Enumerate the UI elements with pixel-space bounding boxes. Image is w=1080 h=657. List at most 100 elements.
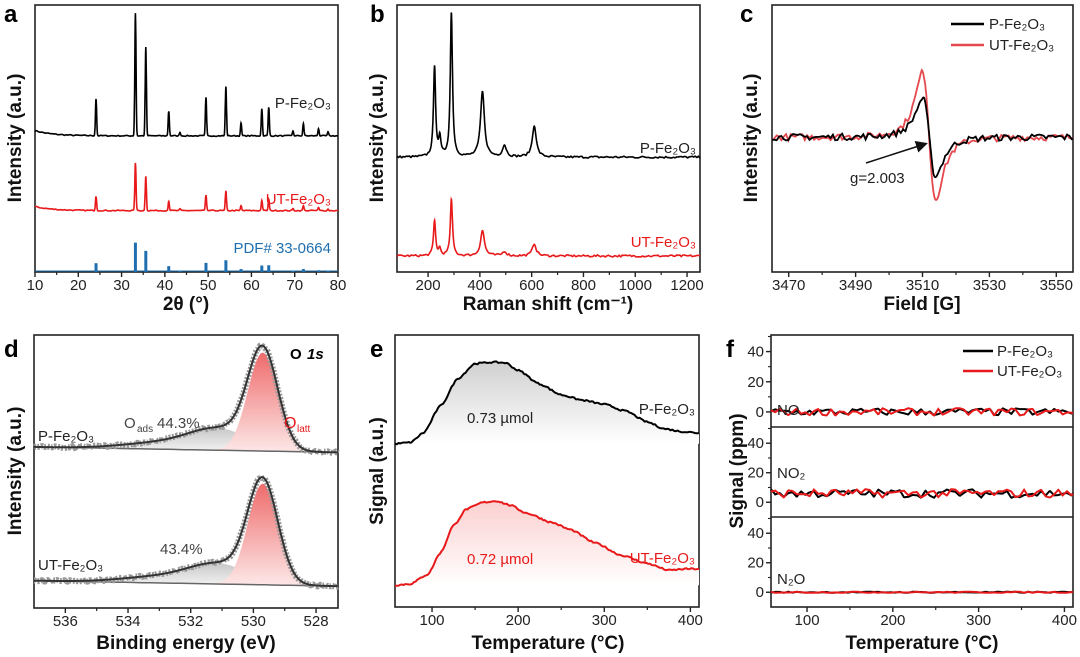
o-latt-fill bbox=[206, 483, 338, 587]
gas-line-p bbox=[770, 407, 1074, 417]
plot-frame-d bbox=[33, 334, 339, 609]
tpd-line-ut bbox=[395, 500, 700, 587]
xps-fit-envelope-ut bbox=[34, 476, 339, 588]
x-tick-label-b: 800 bbox=[571, 277, 596, 294]
region-label-orbital: 1s bbox=[307, 346, 324, 363]
gas-line-ut bbox=[770, 590, 1074, 594]
xrd-line-ut bbox=[35, 162, 338, 212]
x-tick-label-d: 532 bbox=[178, 613, 203, 630]
series-label-p-a: P-Fe₂O₃ bbox=[275, 95, 331, 112]
x-tick-label-c: 3550 bbox=[1040, 277, 1073, 294]
panel-label-e: e bbox=[370, 336, 383, 363]
o-ads-subscript: ads bbox=[137, 424, 153, 435]
series-label-ut-b: UT-Fe₂O₃ bbox=[631, 234, 696, 251]
amount-label-ut: 0.72 µmol bbox=[467, 551, 533, 568]
o-latt-symbol: O bbox=[284, 415, 296, 432]
xlabel-c: Field [G] bbox=[883, 294, 960, 315]
x-tick-label-e: 400 bbox=[678, 612, 703, 629]
series-label-pdf-a: PDF# 33-0664 bbox=[233, 240, 331, 257]
x-tick-label-a: 40 bbox=[157, 277, 174, 294]
panel-label-f: f bbox=[726, 336, 735, 363]
ylabel-d: Intensity (a.u.) bbox=[5, 407, 26, 536]
annotation-g-value: g=2.003 bbox=[850, 170, 905, 187]
raman-line-ut bbox=[396, 196, 701, 258]
x-tick-label-c: 3470 bbox=[772, 277, 805, 294]
x-tick-label-d: 530 bbox=[241, 613, 266, 630]
xlabel-b: Raman shift (cm⁻¹) bbox=[463, 294, 634, 315]
annotation-arrow bbox=[865, 141, 928, 164]
ylabel-a: Intensity (a.u.) bbox=[5, 74, 26, 203]
x-tick-label-e: 300 bbox=[592, 612, 617, 629]
x-tick-label-b: 600 bbox=[519, 277, 544, 294]
y-tick-label-f: 0 bbox=[756, 404, 764, 421]
epr-line-p bbox=[772, 96, 1074, 179]
x-tick-label-b: 200 bbox=[416, 277, 441, 294]
legend-label-ut-c: UT-Fe₂O₃ bbox=[989, 37, 1054, 54]
y-tick-label-f: 40 bbox=[747, 435, 764, 452]
panel-label-b: b bbox=[370, 1, 385, 28]
legend-label-p-c: P-Fe₂O₃ bbox=[989, 16, 1045, 33]
xlabel-d: Binding energy (eV) bbox=[96, 633, 275, 654]
series-label-p-b: P-Fe₂O₃ bbox=[640, 140, 696, 157]
x-tick-label-a: 70 bbox=[286, 277, 303, 294]
legend-label-p-f: P-Fe₂O₃ bbox=[997, 343, 1053, 360]
ylabel-e: Signal (a.u.) bbox=[367, 417, 388, 525]
raman-line-p bbox=[396, 12, 701, 160]
gas-label-no2: NO₂ bbox=[777, 465, 806, 482]
panel-label-d: d bbox=[4, 336, 19, 363]
y-tick-label-f: 20 bbox=[747, 555, 764, 572]
tpd-fill-ut bbox=[395, 501, 699, 586]
xlabel-a: 2θ (°) bbox=[163, 294, 209, 315]
series-label-p-e: P-Fe₂O₃ bbox=[639, 401, 695, 418]
panel-label-c: c bbox=[740, 1, 753, 28]
plot-frame-a bbox=[34, 4, 339, 273]
x-tick-label-e: 200 bbox=[506, 612, 531, 629]
legend-label-ut-f: UT-Fe₂O₃ bbox=[997, 363, 1062, 380]
y-tick-label-f: 40 bbox=[747, 344, 764, 361]
ylabel-b: Intensity (a.u.) bbox=[367, 74, 388, 203]
o-latt-subscript: latt bbox=[297, 424, 311, 435]
y-tick-label-f: 20 bbox=[747, 465, 764, 482]
series-label-ut-e: UT-Fe₂O₃ bbox=[630, 550, 695, 567]
series-label-ut-d: UT-Fe₂O₃ bbox=[38, 557, 103, 574]
gas-line-ut bbox=[770, 407, 1074, 417]
ylabel-c: Intensity (a.u.) bbox=[741, 74, 762, 203]
x-tick-label-a: 50 bbox=[200, 277, 217, 294]
plot-frame-b bbox=[396, 4, 701, 273]
x-tick-label-f: 400 bbox=[1052, 612, 1077, 629]
x-tick-label-a: 20 bbox=[70, 277, 87, 294]
tpd-fill-p bbox=[395, 361, 699, 445]
o-ads-percent-p: 44.3% bbox=[157, 415, 200, 432]
x-tick-label-f: 100 bbox=[795, 612, 820, 629]
gas-label-no: NO bbox=[777, 402, 800, 419]
o-ads-symbol: O bbox=[124, 415, 136, 432]
x-tick-label-a: 80 bbox=[330, 277, 347, 294]
series-label-p-d: P-Fe₂O₃ bbox=[38, 428, 94, 445]
x-tick-label-f: 200 bbox=[880, 612, 905, 629]
epr-line-ut bbox=[771, 68, 1074, 201]
region-label-element: O bbox=[290, 346, 302, 363]
o-latt-fill bbox=[206, 352, 338, 453]
panel-label-a: a bbox=[4, 1, 18, 28]
x-tick-label-a: 60 bbox=[243, 277, 260, 294]
x-tick-label-a: 30 bbox=[113, 277, 130, 294]
plot-frame-f bbox=[770, 334, 1074, 608]
xrd-line-p bbox=[34, 13, 338, 138]
x-tick-label-b: 400 bbox=[467, 277, 492, 294]
x-tick-label-c: 3510 bbox=[906, 277, 939, 294]
o-ads-percent-ut: 43.4% bbox=[160, 541, 203, 558]
xlabel-e: Temperature (°C) bbox=[472, 633, 625, 654]
tpd-line-p bbox=[394, 360, 700, 446]
gas-line-ut bbox=[770, 487, 1074, 499]
y-tick-label-f: 20 bbox=[747, 374, 764, 391]
x-tick-label-f: 300 bbox=[966, 612, 991, 629]
x-tick-label-a: 10 bbox=[27, 277, 44, 294]
x-tick-label-b: 1000 bbox=[619, 277, 652, 294]
x-tick-label-d: 534 bbox=[116, 613, 141, 630]
xlabel-f: Temperature (°C) bbox=[846, 633, 999, 654]
xps-fit-envelope-p bbox=[34, 344, 338, 454]
x-tick-label-c: 3490 bbox=[839, 277, 872, 294]
x-tick-label-e: 100 bbox=[420, 612, 445, 629]
amount-label-p: 0.73 µmol bbox=[467, 410, 533, 427]
